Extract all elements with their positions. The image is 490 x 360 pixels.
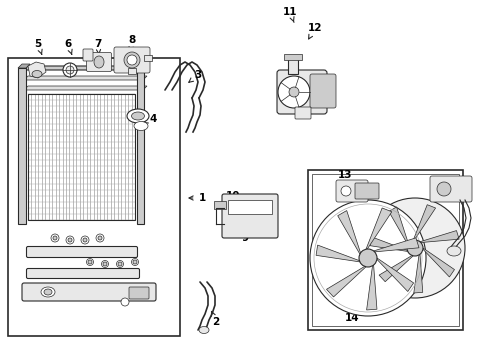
- Bar: [18, 68, 26, 224]
- Circle shape: [365, 198, 465, 298]
- FancyBboxPatch shape: [129, 287, 149, 299]
- Ellipse shape: [134, 122, 148, 130]
- FancyBboxPatch shape: [26, 269, 140, 279]
- Polygon shape: [379, 256, 413, 282]
- Text: 15: 15: [441, 180, 455, 190]
- Circle shape: [118, 262, 122, 266]
- Polygon shape: [24, 76, 147, 80]
- FancyBboxPatch shape: [430, 176, 472, 202]
- Polygon shape: [28, 62, 46, 78]
- Text: 10: 10: [226, 191, 240, 204]
- FancyBboxPatch shape: [222, 194, 278, 238]
- FancyBboxPatch shape: [310, 74, 336, 108]
- Polygon shape: [377, 258, 414, 292]
- Text: 3: 3: [189, 70, 201, 82]
- Polygon shape: [423, 248, 455, 277]
- Circle shape: [81, 236, 89, 244]
- Text: 14: 14: [344, 306, 359, 323]
- Bar: [144, 55, 152, 61]
- FancyBboxPatch shape: [295, 107, 311, 119]
- Polygon shape: [24, 66, 147, 70]
- Bar: [288, 58, 298, 74]
- Ellipse shape: [94, 56, 104, 68]
- Ellipse shape: [44, 289, 52, 295]
- Circle shape: [88, 260, 92, 264]
- Text: 5: 5: [34, 39, 42, 54]
- Circle shape: [101, 261, 108, 267]
- Circle shape: [133, 260, 137, 264]
- Ellipse shape: [447, 246, 461, 256]
- Circle shape: [68, 238, 72, 242]
- Bar: [214, 201, 226, 209]
- Bar: [28, 94, 135, 220]
- Bar: [312, 174, 459, 326]
- Ellipse shape: [127, 109, 149, 123]
- FancyBboxPatch shape: [87, 53, 112, 72]
- Circle shape: [341, 186, 351, 196]
- Circle shape: [121, 298, 129, 306]
- Text: 13: 13: [338, 170, 352, 186]
- Circle shape: [289, 87, 299, 97]
- Ellipse shape: [32, 71, 42, 77]
- Bar: [128, 68, 136, 74]
- Polygon shape: [18, 64, 30, 68]
- Polygon shape: [373, 238, 419, 252]
- Circle shape: [359, 249, 377, 267]
- Ellipse shape: [131, 112, 145, 120]
- Circle shape: [83, 238, 87, 242]
- Polygon shape: [366, 208, 392, 249]
- Text: 2: 2: [211, 311, 220, 327]
- Bar: [228, 200, 272, 214]
- FancyBboxPatch shape: [26, 247, 138, 257]
- Bar: [137, 68, 144, 224]
- Circle shape: [127, 55, 137, 65]
- Ellipse shape: [41, 287, 55, 297]
- FancyBboxPatch shape: [336, 180, 368, 202]
- Circle shape: [87, 258, 94, 266]
- FancyBboxPatch shape: [22, 283, 156, 301]
- Text: 6: 6: [64, 39, 72, 54]
- Polygon shape: [413, 205, 436, 240]
- Circle shape: [103, 262, 107, 266]
- Text: 4: 4: [144, 114, 157, 124]
- Text: 1: 1: [189, 193, 206, 203]
- Polygon shape: [326, 266, 366, 297]
- Ellipse shape: [63, 63, 77, 77]
- Polygon shape: [316, 245, 360, 262]
- Text: 7: 7: [94, 39, 102, 55]
- FancyBboxPatch shape: [114, 47, 150, 73]
- Circle shape: [407, 240, 423, 256]
- Circle shape: [117, 261, 123, 267]
- Text: 8: 8: [128, 35, 136, 51]
- Circle shape: [310, 200, 426, 316]
- Polygon shape: [338, 211, 361, 254]
- Circle shape: [98, 236, 102, 240]
- Circle shape: [96, 234, 104, 242]
- Circle shape: [51, 234, 59, 242]
- Bar: [308, 170, 463, 330]
- Text: 12: 12: [308, 23, 322, 39]
- Circle shape: [278, 76, 310, 108]
- Polygon shape: [389, 207, 408, 244]
- Ellipse shape: [199, 327, 209, 333]
- FancyBboxPatch shape: [83, 49, 93, 61]
- Polygon shape: [370, 237, 408, 252]
- Polygon shape: [24, 86, 147, 90]
- Bar: [8, 58, 180, 336]
- Bar: [284, 54, 302, 60]
- Ellipse shape: [66, 66, 74, 74]
- Text: 16: 16: [392, 275, 407, 293]
- Polygon shape: [414, 254, 423, 293]
- Polygon shape: [367, 265, 377, 310]
- Ellipse shape: [124, 52, 140, 68]
- Ellipse shape: [437, 182, 451, 196]
- FancyBboxPatch shape: [277, 70, 327, 114]
- Circle shape: [131, 258, 139, 266]
- Circle shape: [53, 236, 57, 240]
- Text: 11: 11: [283, 7, 297, 22]
- Polygon shape: [420, 230, 459, 243]
- FancyBboxPatch shape: [355, 183, 379, 199]
- Circle shape: [66, 236, 74, 244]
- Text: 9: 9: [240, 230, 248, 243]
